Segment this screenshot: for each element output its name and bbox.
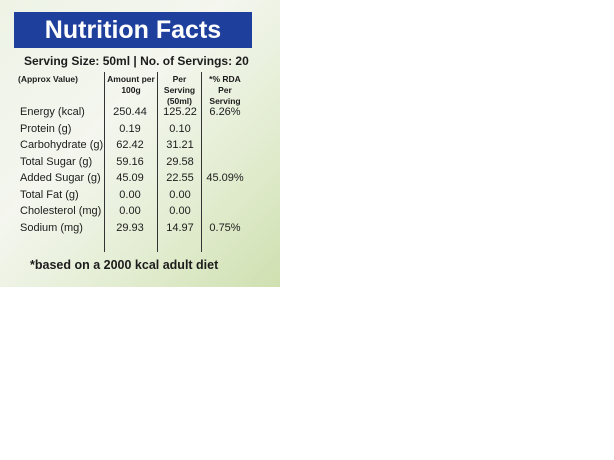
nutrient-name: Total Sugar (g) [20, 155, 93, 168]
nutrient-value: 62.42 [116, 139, 144, 151]
nutrient-value: 0.00 [119, 188, 141, 201]
nutrient-name: Sodium (mg) [20, 221, 83, 234]
nutrient-value: 29.58 [166, 155, 194, 168]
nutrient-value: 0.00 [119, 205, 141, 217]
nutrient-name: Total Fat (g) [20, 188, 79, 201]
nutrient-name: Protein (g) [20, 122, 72, 135]
label-photo: Nutrition Facts Serving Size: 50ml | No.… [0, 0, 280, 287]
nutrient-value: 125.22 [163, 106, 197, 118]
nutrient-value: 250.44 [113, 106, 147, 118]
header: *% RDA Per Serving [209, 74, 241, 106]
nutrient-value: 14.97 [166, 221, 194, 234]
nutrient-value: 31.21 [166, 139, 194, 151]
column-divider [157, 72, 158, 252]
nutrient-value: 0.10 [169, 122, 191, 135]
nutrient-name: Cholesterol (mg) [20, 205, 102, 217]
header: Per Serving (50ml) [163, 74, 196, 106]
nutrient-value: 29.93 [116, 221, 144, 234]
header: (Approx Value) [18, 74, 78, 84]
nutrient-value: 45.09 [116, 172, 144, 184]
nutrient-value: 22.55 [166, 172, 194, 184]
nutrient-value: 0.00 [169, 205, 191, 217]
header: Amount per 100g [107, 74, 155, 95]
nutrient-value: 6.26% [209, 106, 241, 118]
nutrient-value: 0.19 [119, 122, 141, 135]
nutrient-value: 59.16 [116, 155, 144, 168]
footnote: *based on a 2000 kcal adult diet [30, 258, 219, 272]
serving-info: Serving Size: 50ml | No. of Servings: 20 [24, 54, 249, 68]
column-divider [104, 72, 105, 252]
nutrient-name: Carbohydrate (g) [20, 139, 104, 151]
nutrient-name: Energy (kcal) [20, 106, 85, 118]
nutrient-name: Added Sugar (g) [20, 172, 101, 184]
nutrient-value: 0.00 [169, 188, 191, 201]
column-divider [201, 72, 202, 252]
nutrient-value: 0.75% [209, 221, 241, 234]
title: Nutrition Facts [14, 12, 252, 48]
nutrient-value: 45.09% [206, 172, 244, 184]
